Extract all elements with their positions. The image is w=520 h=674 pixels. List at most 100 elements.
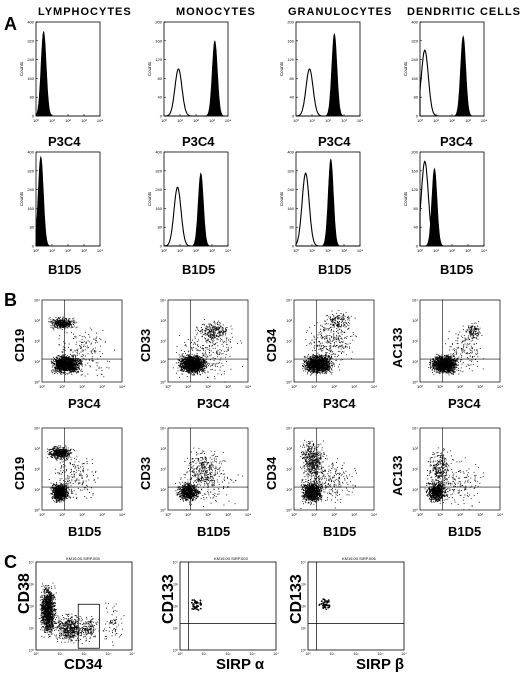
event-dot <box>66 359 68 361</box>
event-dot <box>64 357 66 358</box>
event-dot <box>205 330 206 332</box>
event-dot <box>199 361 201 362</box>
event-dot <box>65 321 67 323</box>
event-dot <box>65 317 67 319</box>
event-dot <box>201 360 203 362</box>
event-dot <box>80 363 82 365</box>
event-dot <box>194 360 196 362</box>
event-dot <box>78 358 80 359</box>
y-axis-label: Counts <box>279 61 284 76</box>
event-dot <box>211 339 213 341</box>
event-dot <box>70 369 72 370</box>
y-tick-label: 40 <box>158 95 163 100</box>
y-tick-label: 10² <box>34 339 40 344</box>
event-dot <box>60 325 61 327</box>
event-dot <box>71 325 73 327</box>
event-dot <box>82 354 84 355</box>
event-dot <box>313 357 314 359</box>
event-dot <box>214 347 216 349</box>
event-dot <box>64 366 66 367</box>
event-dot <box>108 367 110 369</box>
event-dot <box>179 365 181 367</box>
event-dot <box>62 318 64 319</box>
event-dot <box>199 368 201 369</box>
event-dot <box>189 363 191 365</box>
event-dot <box>86 341 87 343</box>
y-tick-label: 0 <box>292 114 295 119</box>
event-dot <box>73 369 75 370</box>
event-dot <box>193 372 195 374</box>
event-dot <box>53 327 55 329</box>
event-dot <box>226 329 227 331</box>
event-dot <box>54 369 56 370</box>
event-dot <box>64 368 66 370</box>
event-dot <box>187 367 189 368</box>
event-dot <box>220 340 221 342</box>
event-dot <box>57 369 59 371</box>
event-dot <box>91 353 93 355</box>
event-dot <box>212 352 214 353</box>
event-dot <box>59 365 61 367</box>
event-dot <box>178 354 180 356</box>
event-dot <box>208 330 210 332</box>
event-dot <box>205 330 207 332</box>
event-dot <box>80 351 82 353</box>
event-dot <box>183 371 185 372</box>
event-dot <box>197 359 199 361</box>
event-dot <box>207 340 209 342</box>
event-dot <box>54 370 56 372</box>
event-dot <box>60 366 62 368</box>
event-dot <box>191 357 193 358</box>
event-dot <box>201 372 203 374</box>
event-dot <box>81 336 83 338</box>
event-dot <box>192 356 193 358</box>
event-dot <box>197 360 199 362</box>
event-dot <box>192 357 194 359</box>
event-dot <box>193 342 195 344</box>
event-dot <box>75 335 77 337</box>
event-dot <box>212 326 214 328</box>
event-dot <box>179 376 181 378</box>
event-dot <box>95 350 97 352</box>
event-dot <box>191 356 192 357</box>
event-dot <box>202 345 204 346</box>
event-dot <box>67 359 69 360</box>
event-dot <box>75 354 76 356</box>
y-tick-label: 0 <box>32 114 35 119</box>
event-dot <box>212 327 214 329</box>
event-dot <box>61 323 63 324</box>
event-dot <box>63 369 65 371</box>
event-dot <box>186 362 188 364</box>
event-dot <box>61 366 63 368</box>
event-dot <box>212 347 214 349</box>
event-dot <box>81 356 83 358</box>
event-dot <box>218 330 220 332</box>
event-dot <box>80 370 82 372</box>
event-dot <box>59 321 61 323</box>
event-dot <box>179 370 181 371</box>
event-dot <box>62 323 64 325</box>
event-dot <box>196 353 198 354</box>
event-dot <box>184 359 186 361</box>
event-dot <box>182 360 184 362</box>
event-dot <box>181 367 183 368</box>
x-tick-label: 10⁰ <box>293 248 299 253</box>
event-dot <box>97 362 99 364</box>
event-dot <box>240 340 242 342</box>
event-dot <box>188 364 189 366</box>
event-dot <box>60 368 61 370</box>
event-dot <box>197 370 199 372</box>
event-dot <box>187 370 189 371</box>
event-dot <box>201 361 203 363</box>
event-dot <box>61 367 63 369</box>
event-dot <box>59 364 61 366</box>
event-dot <box>222 330 224 332</box>
event-dot <box>71 326 73 328</box>
event-dot <box>197 362 199 364</box>
event-dot <box>220 327 222 329</box>
x-tick-label: 10² <box>325 118 331 123</box>
event-dot <box>53 364 55 365</box>
event-dot <box>73 359 75 361</box>
